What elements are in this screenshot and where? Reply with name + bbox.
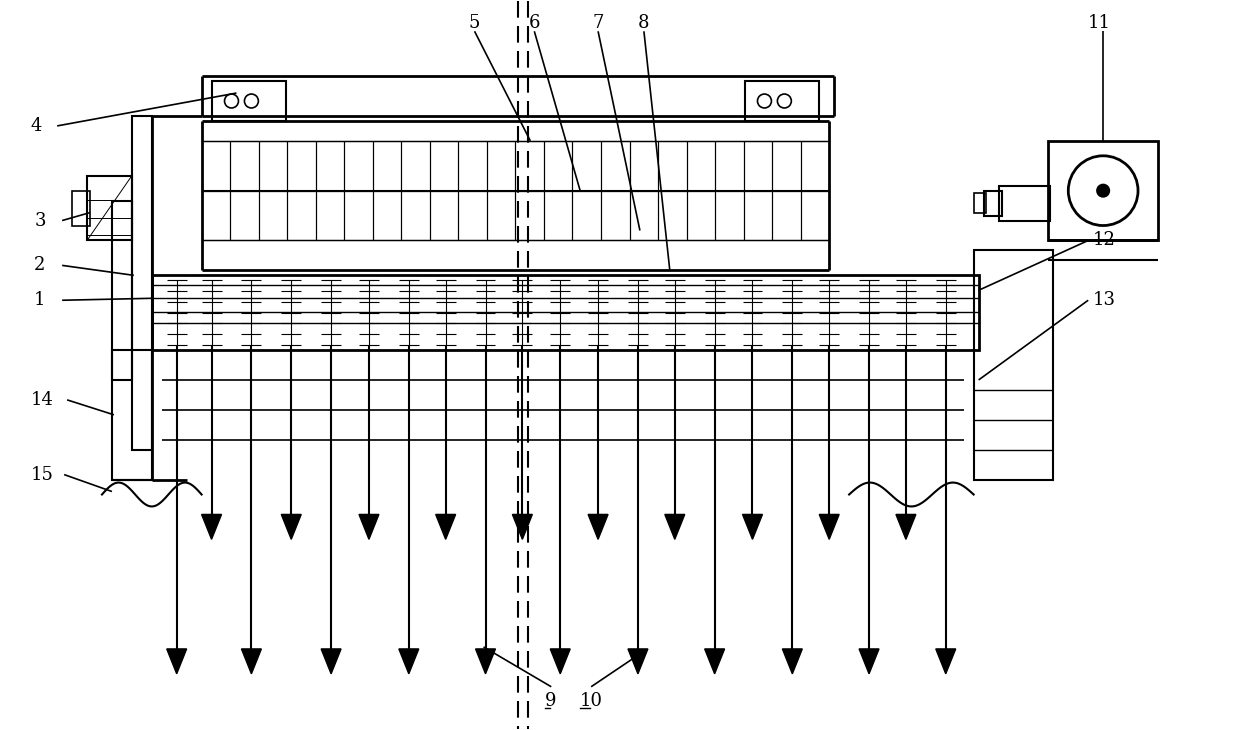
Text: 8: 8 — [638, 15, 649, 32]
Bar — [974, 193, 985, 212]
Bar — [344, 191, 373, 240]
Text: 1: 1 — [35, 291, 46, 310]
Polygon shape — [935, 649, 955, 674]
Polygon shape — [782, 649, 803, 674]
Bar — [686, 191, 715, 240]
Polygon shape — [742, 515, 762, 539]
Bar — [772, 141, 800, 191]
Polygon shape — [476, 649, 496, 674]
Bar — [401, 141, 430, 191]
Polygon shape — [859, 649, 878, 674]
Bar — [112, 350, 152, 480]
Bar — [212, 81, 286, 121]
Polygon shape — [202, 515, 222, 539]
Bar — [743, 141, 772, 191]
Bar — [487, 191, 515, 240]
Bar — [259, 141, 287, 191]
Bar — [1048, 141, 1158, 240]
Polygon shape — [896, 515, 916, 539]
Bar — [344, 141, 373, 191]
Bar — [430, 191, 458, 240]
Polygon shape — [359, 515, 379, 539]
Bar — [112, 201, 131, 380]
Text: 7: 7 — [592, 15, 603, 32]
Bar — [230, 191, 259, 240]
Bar — [745, 81, 819, 121]
Text: 4: 4 — [30, 117, 42, 135]
Bar — [87, 176, 131, 240]
Bar — [800, 141, 829, 191]
Bar — [458, 141, 487, 191]
Bar — [515, 191, 544, 240]
Bar — [629, 141, 658, 191]
Text: 9: 9 — [545, 692, 556, 710]
Bar — [287, 141, 316, 191]
Bar — [373, 191, 401, 240]
Polygon shape — [399, 649, 419, 674]
Text: 11: 11 — [1088, 15, 1111, 32]
Bar — [572, 191, 601, 240]
Bar — [800, 191, 829, 240]
Bar — [658, 191, 686, 240]
Text: 14: 14 — [30, 391, 53, 409]
Text: 13: 13 — [1093, 291, 1116, 310]
Bar — [430, 141, 458, 191]
Bar — [287, 191, 316, 240]
Polygon shape — [436, 515, 456, 539]
Bar — [316, 191, 344, 240]
Polygon shape — [665, 515, 685, 539]
Text: 6: 6 — [528, 15, 540, 32]
Polygon shape — [819, 515, 839, 539]
Bar — [316, 141, 344, 191]
Bar — [373, 141, 401, 191]
Polygon shape — [513, 515, 533, 539]
Bar — [686, 141, 715, 191]
Bar — [544, 141, 572, 191]
Bar — [601, 141, 629, 191]
Text: 10: 10 — [580, 692, 603, 710]
Bar — [772, 191, 800, 240]
Polygon shape — [242, 649, 261, 674]
Bar — [131, 116, 152, 450]
Bar — [715, 141, 743, 191]
Bar — [629, 191, 658, 240]
Polygon shape — [550, 649, 570, 674]
Bar — [152, 275, 979, 350]
Bar — [401, 191, 430, 240]
Circle shape — [1098, 185, 1109, 196]
Bar — [572, 141, 601, 191]
Bar — [601, 191, 629, 240]
Polygon shape — [589, 515, 608, 539]
Text: 3: 3 — [35, 212, 46, 229]
Polygon shape — [321, 649, 341, 674]
Bar — [230, 141, 259, 191]
Bar — [202, 191, 230, 240]
Bar — [259, 191, 287, 240]
Bar — [72, 191, 90, 226]
Polygon shape — [628, 649, 648, 674]
Bar — [743, 191, 772, 240]
Text: 12: 12 — [1093, 231, 1116, 250]
Bar — [658, 141, 686, 191]
Text: 5: 5 — [468, 15, 479, 32]
Bar — [984, 191, 1001, 215]
Bar — [999, 185, 1051, 220]
Polygon shape — [705, 649, 725, 674]
Bar — [715, 191, 743, 240]
Text: 2: 2 — [35, 256, 46, 274]
Bar — [515, 141, 544, 191]
Bar — [202, 141, 230, 191]
Bar — [458, 191, 487, 240]
Polygon shape — [167, 649, 187, 674]
Bar — [974, 250, 1053, 480]
Polygon shape — [281, 515, 301, 539]
Text: 15: 15 — [30, 466, 53, 483]
Bar — [487, 141, 515, 191]
Bar — [544, 191, 572, 240]
